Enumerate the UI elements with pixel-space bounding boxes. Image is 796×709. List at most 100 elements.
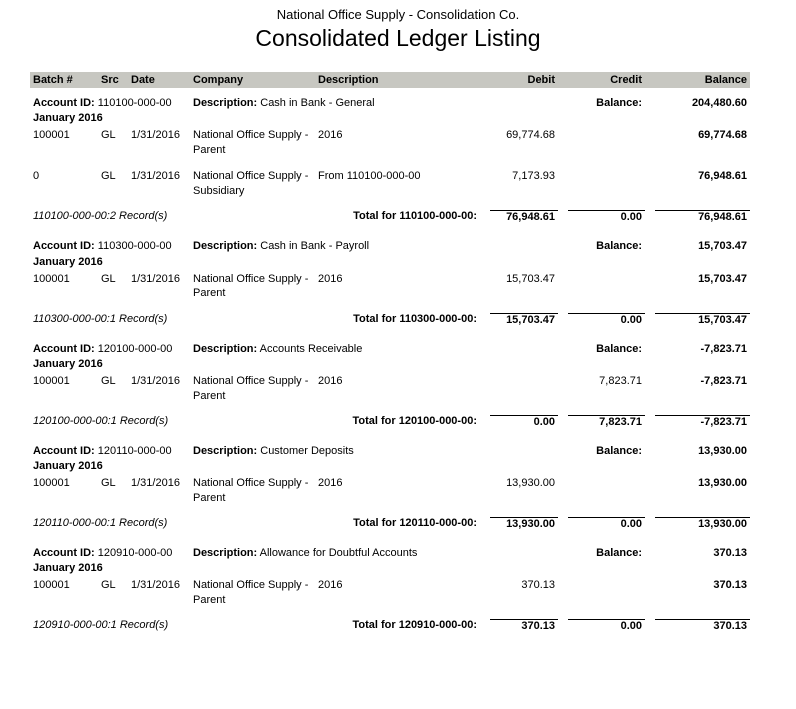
debit-cell: 7,173.93 bbox=[512, 170, 555, 183]
description-label: Description: bbox=[193, 444, 258, 457]
account-description: Description: Allowance for Doubtful Acco… bbox=[190, 546, 480, 560]
description-value: Allowance for Doubtful Accounts bbox=[259, 547, 418, 560]
date-cell: 1/31/2016 bbox=[131, 477, 180, 490]
account-section: Account ID: 120910-000-00 Description: A… bbox=[30, 546, 750, 632]
total-label: Total for 120910-000-00: bbox=[352, 619, 477, 632]
src-cell: GL bbox=[101, 272, 116, 285]
batch-cell: 100001 bbox=[33, 374, 70, 387]
description-cell: 2016 bbox=[318, 374, 343, 387]
batch-cell: 100001 bbox=[33, 129, 70, 142]
total-row: 110300-000-00:1 Record(s) Total for 1103… bbox=[30, 312, 750, 326]
balance-cell: 69,774.68 bbox=[698, 129, 747, 142]
total-debit: 0.00 bbox=[490, 414, 558, 428]
account-id: Account ID: 120100-000-00 bbox=[30, 342, 190, 356]
balance-cell: 76,948.61 bbox=[698, 170, 747, 183]
detail-rows: 100001 GL 1/31/2016 National Office Supp… bbox=[30, 374, 750, 404]
account-id-value: 120110-000-00 bbox=[97, 444, 172, 457]
balance-cell: -7,823.71 bbox=[700, 374, 747, 387]
period-label: January 2016 bbox=[33, 357, 103, 370]
column-header-description: Description bbox=[318, 74, 379, 86]
account-header-row: Account ID: 120100-000-00 Description: A… bbox=[30, 342, 750, 356]
records-count: 120110-000-00:1 Record(s) bbox=[33, 517, 168, 530]
description-cell: 2016 bbox=[318, 129, 343, 142]
detail-rows: 100001 GL 1/31/2016 National Office Supp… bbox=[30, 272, 750, 302]
account-id-label: Account ID: bbox=[33, 97, 95, 109]
description-label: Description: bbox=[193, 547, 258, 560]
total-debit: 15,703.47 bbox=[490, 312, 558, 326]
account-section: Account ID: 110300-000-00 Description: C… bbox=[30, 239, 750, 326]
detail-rows: 100001 GL 1/31/2016 National Office Supp… bbox=[30, 578, 750, 608]
company-cell: National Office Supply - Parent bbox=[193, 477, 309, 505]
src-cell: GL bbox=[101, 374, 116, 387]
spacer-cell bbox=[480, 239, 558, 253]
batch-cell: 100001 bbox=[33, 579, 70, 592]
company-cell: National Office Supply - Subsidiary bbox=[193, 170, 309, 198]
debit-cell: 15,703.47 bbox=[506, 272, 555, 285]
account-id: Account ID: 110300-000-00 bbox=[30, 239, 190, 253]
batch-cell: 100001 bbox=[33, 272, 70, 285]
company-cell: National Office Supply - Parent bbox=[193, 129, 309, 157]
total-row: 120910-000-00:1 Record(s) Total for 1209… bbox=[30, 619, 750, 632]
account-balance-value: 204,480.60 bbox=[691, 97, 747, 109]
report-title: Consolidated Ledger Listing bbox=[255, 25, 541, 51]
balance-label: Balance: bbox=[596, 342, 642, 355]
total-credit: 0.00 bbox=[568, 312, 645, 326]
account-section: Account ID: 110100-000-00 Description: C… bbox=[30, 96, 750, 223]
account-id-value: 120100-000-00 bbox=[97, 342, 173, 355]
period-label: January 2016 bbox=[33, 562, 103, 575]
account-balance-value: 15,703.47 bbox=[698, 240, 747, 253]
total-label: Total for 120100-000-00: bbox=[352, 414, 477, 427]
records-count: 110100-000-00:2 Record(s) bbox=[33, 210, 168, 223]
total-label: Total for 110100-000-00: bbox=[353, 210, 477, 223]
date-cell: 1/31/2016 bbox=[131, 129, 180, 142]
company-cell: National Office Supply - Parent bbox=[193, 579, 309, 607]
description-cell: 2016 bbox=[318, 272, 343, 285]
account-section: Account ID: 120100-000-00 Description: A… bbox=[30, 342, 750, 428]
account-header-row: Account ID: 120910-000-00 Description: A… bbox=[30, 546, 750, 560]
account-id: Account ID: 120910-000-00 bbox=[30, 546, 190, 560]
ledger-table: Batch # Src Date Company Description Deb… bbox=[30, 72, 750, 632]
account-id-label: Account ID: bbox=[33, 342, 95, 355]
account-id-label: Account ID: bbox=[33, 240, 95, 253]
ledger-row: 100001 GL 1/31/2016 National Office Supp… bbox=[30, 374, 750, 404]
debit-cell: 69,774.68 bbox=[506, 129, 555, 142]
account-id-value: 110100-000-00 bbox=[97, 97, 172, 109]
description-value: Cash in Bank - General bbox=[260, 97, 375, 109]
spacer-cell bbox=[480, 444, 558, 458]
balance-cell: 370.13 bbox=[713, 579, 747, 592]
spacer-cell bbox=[480, 546, 558, 560]
period-label: January 2016 bbox=[33, 112, 103, 125]
period-label: January 2016 bbox=[33, 255, 103, 268]
batch-cell: 0 bbox=[33, 170, 40, 183]
total-balance: 15,703.47 bbox=[655, 312, 750, 326]
account-header-row: Account ID: 110300-000-00 Description: C… bbox=[30, 239, 750, 253]
src-cell: GL bbox=[101, 579, 116, 592]
total-debit: 13,930.00 bbox=[490, 517, 558, 530]
description-value: Accounts Receivable bbox=[259, 342, 363, 355]
debit-cell: 370.13 bbox=[521, 579, 555, 592]
account-header-row: Account ID: 110100-000-00 Description: C… bbox=[30, 96, 750, 110]
report-company-name: National Office Supply - Consolidation C… bbox=[276, 7, 520, 22]
records-count: 120910-000-00:1 Record(s) bbox=[33, 619, 169, 632]
column-header-src: Src bbox=[101, 74, 119, 86]
src-cell: GL bbox=[101, 170, 116, 183]
total-row: 120100-000-00:1 Record(s) Total for 1201… bbox=[30, 414, 750, 428]
records-count: 110300-000-00:1 Record(s) bbox=[33, 312, 168, 325]
total-label: Total for 120110-000-00: bbox=[353, 517, 477, 530]
records-count: 120100-000-00:1 Record(s) bbox=[33, 414, 169, 427]
total-row: 110100-000-00:2 Record(s) Total for 1101… bbox=[30, 210, 750, 223]
total-credit: 7,823.71 bbox=[568, 414, 645, 428]
account-id-value: 120910-000-00 bbox=[97, 547, 173, 560]
total-credit: 0.00 bbox=[568, 619, 645, 632]
column-header-batch: Batch # bbox=[33, 74, 73, 86]
account-balance-value: -7,823.71 bbox=[700, 342, 747, 355]
account-id-value: 110300-000-00 bbox=[97, 240, 172, 253]
description-label: Description: bbox=[193, 240, 258, 253]
detail-rows: 100001 GL 1/31/2016 National Office Supp… bbox=[30, 128, 750, 199]
src-cell: GL bbox=[101, 129, 116, 142]
total-label: Total for 110300-000-00: bbox=[353, 312, 477, 325]
debit-cell: 13,930.00 bbox=[506, 477, 555, 490]
total-credit: 0.00 bbox=[568, 517, 645, 530]
date-cell: 1/31/2016 bbox=[131, 579, 180, 592]
description-cell: From 110100-000-00 bbox=[318, 170, 421, 183]
